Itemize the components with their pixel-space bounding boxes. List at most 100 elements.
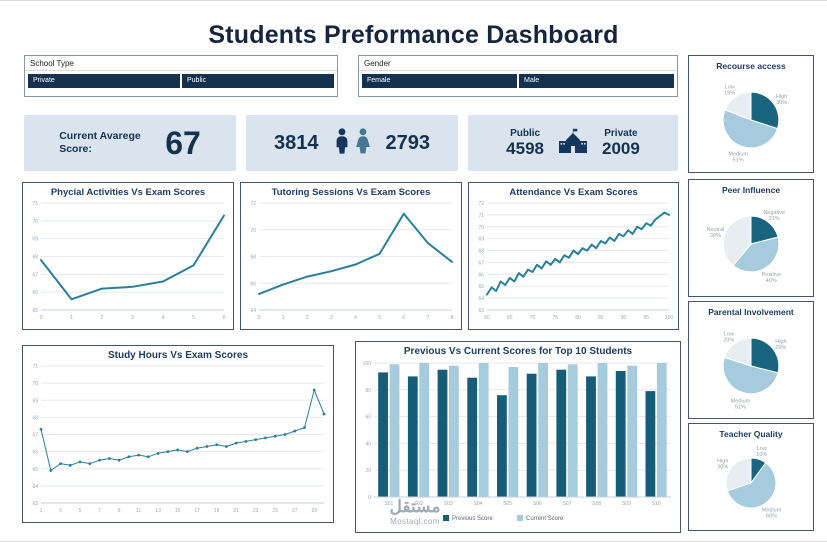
svg-text:70: 70 (530, 315, 536, 321)
teacher-quality-panel: Teacher Quality Low 10% Medium 60% High 30% (688, 423, 814, 531)
school-type-slicer: School Type Private Public (24, 55, 338, 97)
svg-text:4: 4 (162, 315, 165, 321)
public-label: Public (510, 127, 541, 139)
top10-scores-panel: Previous Vs Current Scores for Top 10 St… (355, 341, 681, 533)
svg-text:69: 69 (32, 398, 38, 404)
svg-text:95: 95 (643, 315, 649, 321)
svg-text:0: 0 (258, 315, 261, 321)
svg-text:S07: S07 (563, 501, 572, 507)
svg-text:67: 67 (478, 260, 484, 266)
peer-influence-pie[interactable]: Negative 21% Positive 40% Neutral 39% (689, 195, 813, 291)
filter-private-button[interactable]: Private (28, 74, 180, 88)
svg-text:65: 65 (32, 467, 38, 473)
svg-text:S03: S03 (444, 501, 453, 507)
svg-text:S08: S08 (592, 501, 601, 507)
kpi-gender-counts-card: 3814 2793 (246, 115, 458, 171)
svg-text:66: 66 (32, 450, 38, 456)
svg-text:2: 2 (306, 315, 309, 321)
svg-text:71: 71 (32, 201, 38, 207)
parental-involvement-panel: Parental Involvement High 29% Medium 51% Low… (688, 301, 814, 419)
resource-access-pie[interactable]: High 30% Medium 51% Low 19% (689, 71, 813, 167)
peer-influence-title: Peer Influence (721, 185, 781, 195)
svg-text:65: 65 (32, 308, 38, 314)
svg-text:72: 72 (250, 201, 256, 207)
peer-influence-panel: Peer Influence Negative 21% Positive 40% Neu… (688, 179, 814, 297)
svg-text:8: 8 (451, 315, 454, 321)
svg-text:72: 72 (478, 201, 484, 207)
kpi-male-count: 3814 (274, 131, 319, 154)
gender-slicer: Gender Female Male (358, 55, 678, 97)
svg-text:66: 66 (32, 290, 38, 296)
svg-text:85: 85 (598, 315, 604, 321)
attendance-title: Attendance Vs Exam Scores (509, 187, 638, 198)
svg-text:1: 1 (282, 315, 285, 321)
svg-text:S10: S10 (652, 501, 661, 507)
kpi-school-counts-card: Public 4598 Private 2009 (468, 115, 678, 171)
teacher-quality-title: Teacher Quality (719, 429, 783, 439)
private-count: 2009 (602, 138, 640, 158)
svg-text:90: 90 (621, 315, 627, 321)
svg-text:5: 5 (192, 315, 195, 321)
teacher-quality-pie[interactable]: Low 10% Medium 60% High 30% (689, 439, 813, 525)
svg-text:13: 13 (155, 508, 161, 514)
school-building-icon (558, 128, 588, 159)
svg-text:6: 6 (402, 315, 405, 321)
svg-text:80: 80 (575, 315, 581, 321)
physical-activities-title: Phycial Activities Vs Exam Scores (50, 187, 206, 198)
svg-text:71: 71 (478, 213, 484, 219)
parental-involvement-title: Parental Involvement (708, 307, 794, 317)
public-count: 4598 (506, 138, 544, 158)
study-hours-panel: Study Hours Vs Exam Scores 63 64 65 66 67 68 6… (22, 345, 334, 523)
physical-activities-panel: Phycial Activities Vs Exam Scores 65 66 67… (22, 182, 234, 330)
svg-text:20: 20 (365, 468, 371, 474)
resource-access-panel: Recourse access High 30% Medium 51% Low 19% (688, 55, 814, 173)
female-person-icon (354, 127, 372, 159)
svg-text:5: 5 (79, 508, 82, 514)
svg-text:69: 69 (32, 237, 38, 243)
physical-activities-chart[interactable]: 65 66 67 68 69 70 71 0 1 2 3 4 5 6 (23, 198, 231, 322)
tutoring-sessions-title: Tutoring Sessions Vs Exam Scores (271, 187, 431, 198)
svg-text:7: 7 (426, 315, 429, 321)
svg-text:2: 2 (101, 315, 104, 321)
svg-text:S09: S09 (622, 501, 631, 507)
tutoring-sessions-chart[interactable]: 64 66 68 70 72 0 1 2 3 4 5 6 7 8 (241, 198, 459, 322)
filter-female-button[interactable]: Female (362, 74, 517, 88)
svg-text:6: 6 (223, 315, 226, 321)
gender-options: Female Male (359, 71, 677, 91)
private-label: Private (604, 127, 638, 139)
svg-text:21: 21 (233, 508, 239, 514)
svg-text:64: 64 (250, 308, 256, 314)
svg-text:71: 71 (32, 364, 38, 370)
svg-text:0: 0 (40, 315, 43, 321)
study-hours-title: Study Hours Vs Exam Scores (107, 350, 249, 361)
svg-text:S02: S02 (414, 501, 423, 507)
svg-text:3: 3 (59, 508, 62, 514)
svg-text:67: 67 (32, 433, 38, 439)
svg-text:68: 68 (478, 249, 484, 255)
filter-public-button[interactable]: Public (182, 74, 334, 88)
svg-text:70: 70 (32, 381, 38, 387)
svg-text:25: 25 (272, 508, 278, 514)
svg-text:65: 65 (478, 284, 484, 290)
attendance-chart[interactable]: 63 64 65 66 67 68 69 70 71 72 60 65 70 75 80 85 90 95 100 (469, 198, 676, 322)
svg-text:66: 66 (478, 272, 484, 278)
svg-text:60: 60 (365, 415, 371, 421)
svg-text:1: 1 (40, 508, 43, 514)
gender-slicer-label: Gender (359, 56, 677, 71)
svg-text:1: 1 (70, 315, 73, 321)
svg-text:Current Score: Current Score (526, 516, 564, 522)
gender-icons (333, 127, 372, 159)
svg-text:Previous Score: Previous Score (452, 516, 493, 522)
svg-text:5: 5 (378, 315, 381, 321)
kpi-average-score-value: 67 (165, 124, 201, 161)
parental-involvement-pie[interactable]: High 29% Medium 51% Low 20% (689, 317, 813, 413)
filter-male-button[interactable]: Male (519, 74, 674, 88)
top10-scores-bar-chart[interactable]: 0 20 40 60 80 100 S01 S02 S03 S04 S05 S06 S07 S08 S09 S… (356, 357, 678, 525)
